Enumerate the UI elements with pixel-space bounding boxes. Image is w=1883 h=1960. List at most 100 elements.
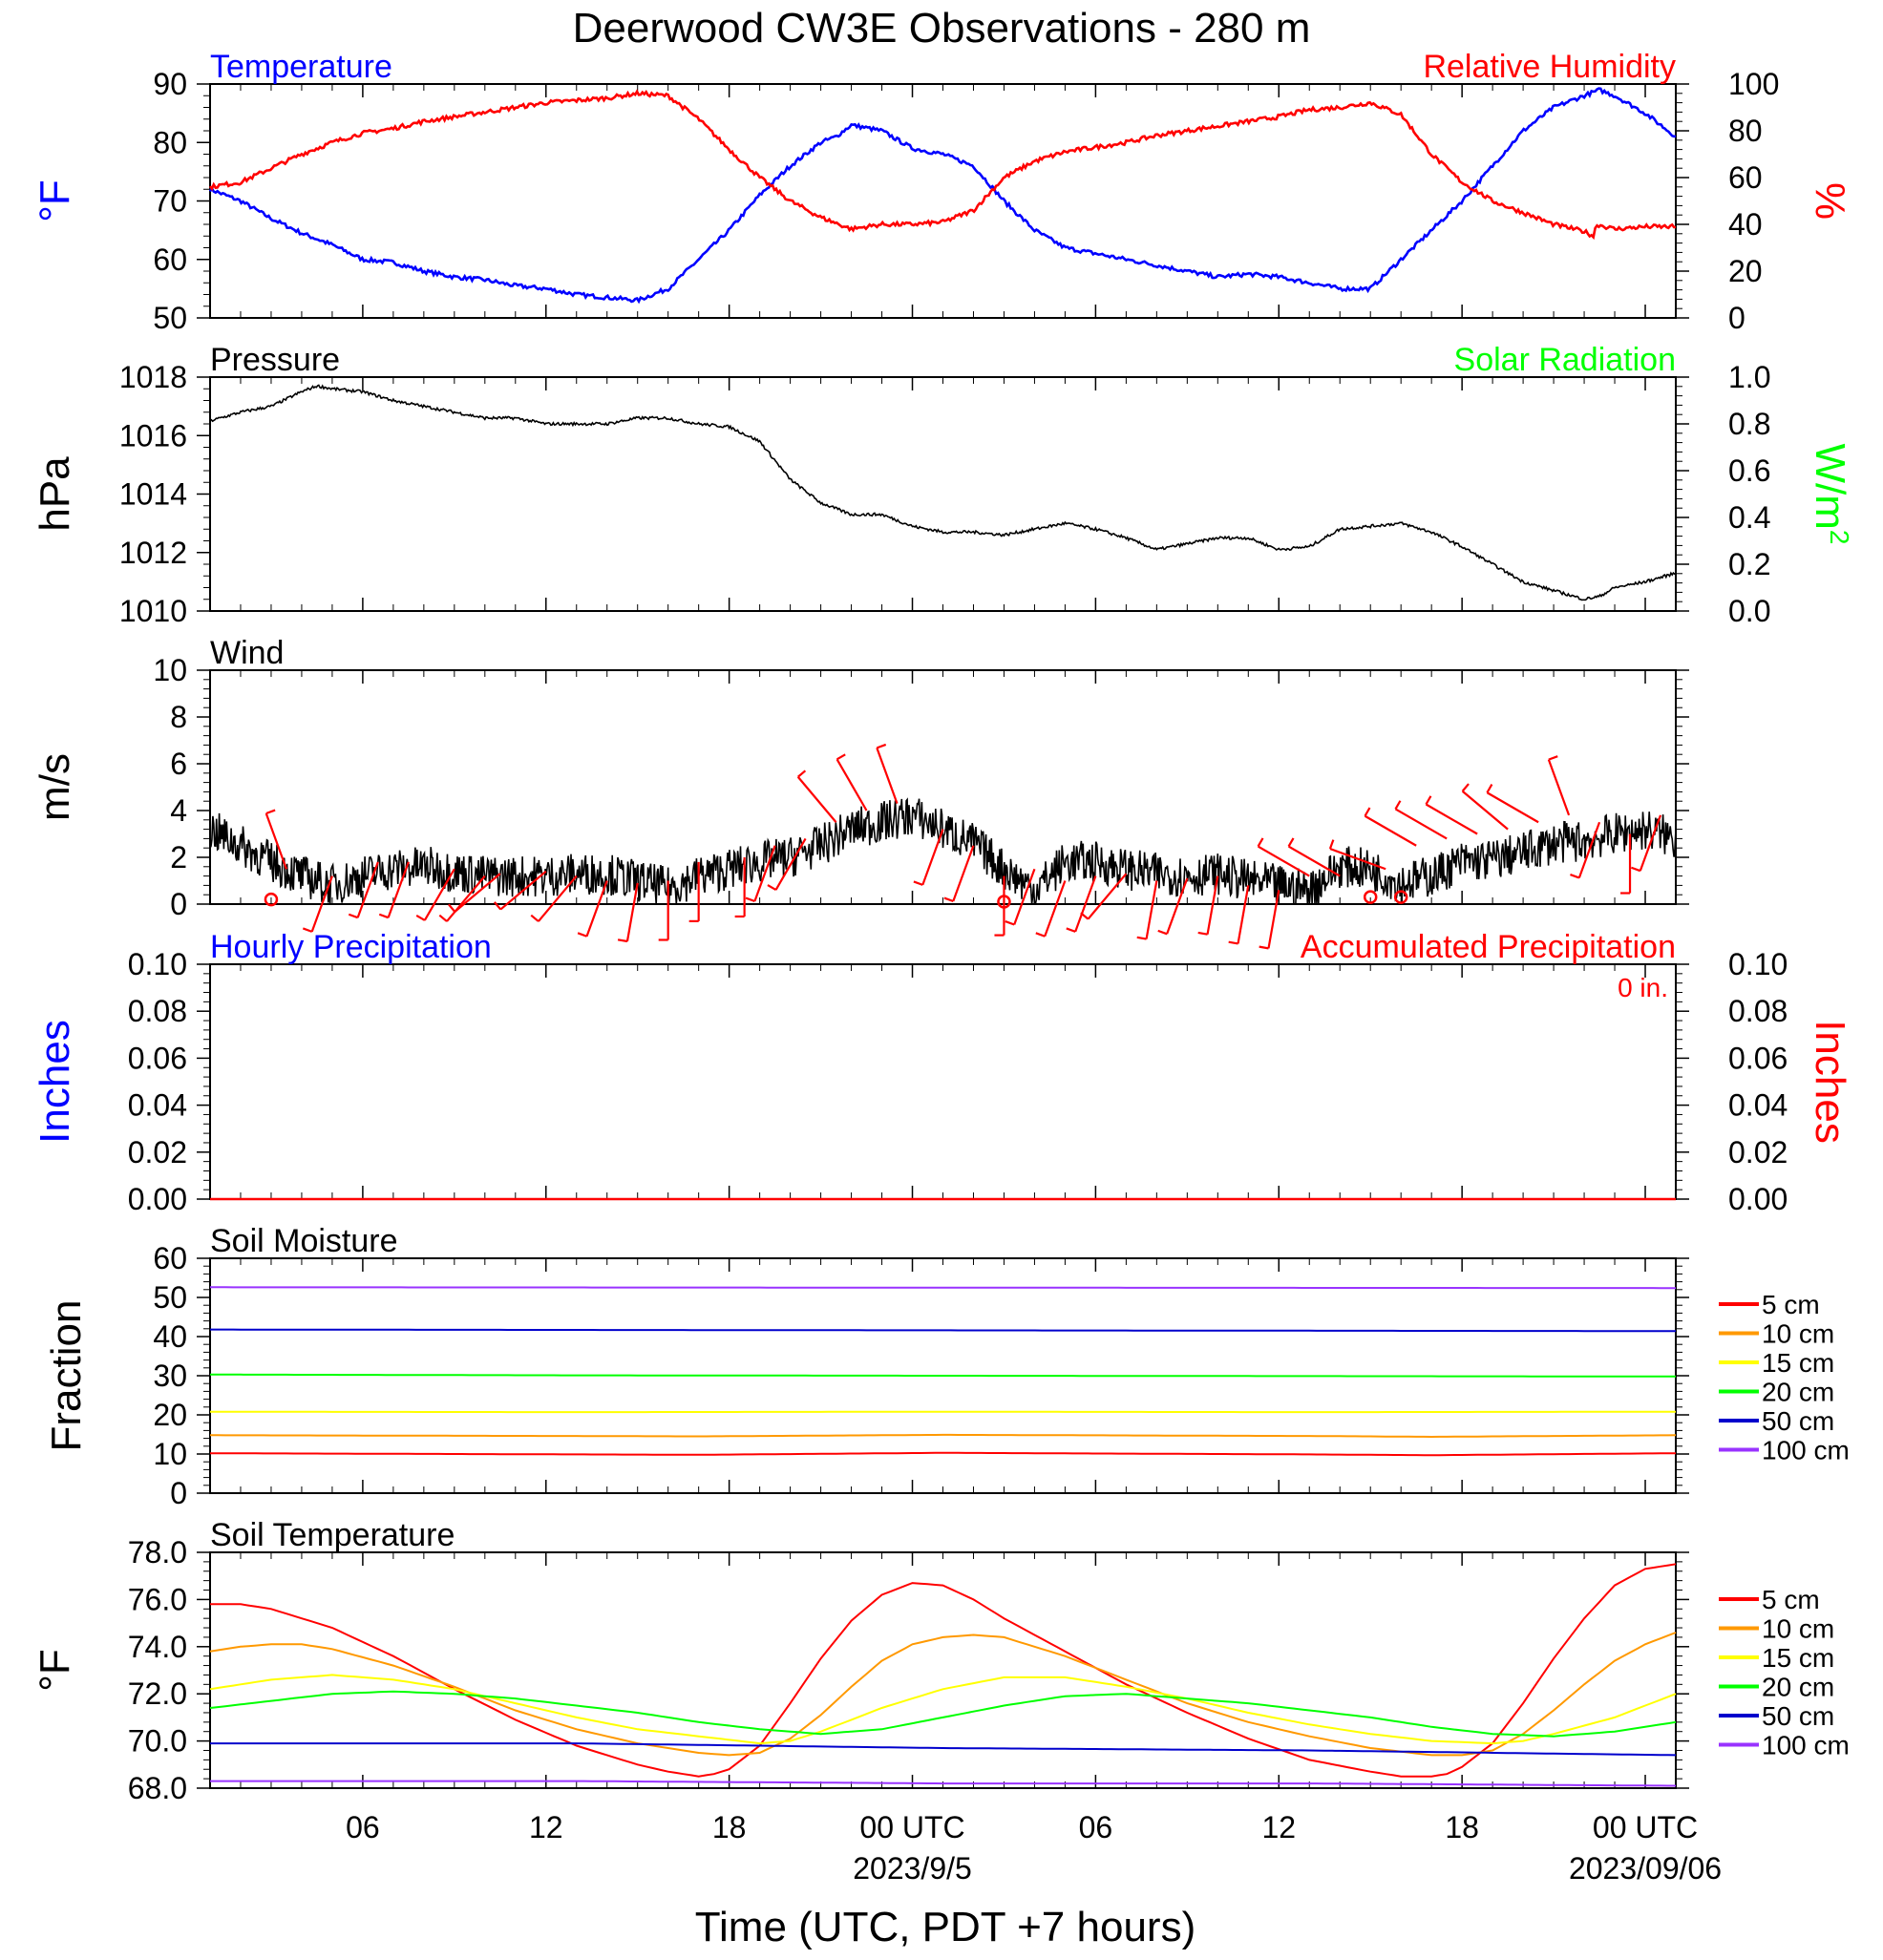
legend-label: 5 cm: [1762, 1290, 1820, 1319]
wind-barb-flag: [1228, 940, 1238, 945]
wind-barb-flag: [1548, 755, 1558, 761]
y-tick-label: 0.10: [128, 947, 187, 981]
legend-label: 5 cm: [1762, 1585, 1820, 1614]
wind-barb-flag: [1631, 866, 1641, 873]
wind-barb-flag: [1035, 932, 1046, 938]
wind-barb: [1287, 845, 1341, 877]
y-tick-label: 0.00: [128, 1182, 187, 1216]
wind-barb-flag: [1364, 807, 1371, 817]
legend-label: 50 cm: [1762, 1701, 1834, 1731]
series-line-temperature: [208, 87, 1677, 305]
wind-barb: [1206, 875, 1219, 935]
y-tick-label: 1012: [119, 536, 187, 570]
wind-barb: [1074, 875, 1097, 933]
y-right-tick-label: 80: [1728, 114, 1763, 148]
wind-barb-flag: [1005, 920, 1015, 926]
wind-barb: [446, 875, 486, 922]
calm-marker: [1393, 890, 1408, 904]
panel-title-left: Wind: [210, 635, 284, 671]
wind-barb-flag: [302, 927, 313, 933]
wind-barb-flag: [577, 932, 587, 938]
wind-barb-flag: [745, 896, 755, 903]
wind-barb-flag: [876, 743, 887, 749]
wind-barb: [1166, 877, 1189, 935]
panel-title-right: Relative Humidity: [1423, 49, 1676, 85]
x-tick-label: 06: [1079, 1810, 1113, 1844]
y-tick-label: 10: [153, 1437, 187, 1471]
y-right-tick-label: 0: [1728, 301, 1745, 335]
y-tick-label: 76.0: [128, 1582, 187, 1616]
wind-barb: [796, 776, 837, 823]
figure-title: Deerwood CW3E Observations - 280 m: [573, 5, 1311, 52]
calm-marker: [264, 892, 279, 907]
wind-barb-flag: [913, 880, 923, 886]
y-tick-label: 68.0: [128, 1771, 187, 1805]
wind-barb-flag: [448, 903, 456, 913]
wind-barb-flag: [1136, 936, 1147, 940]
y-right-tick-label: 1.0: [1728, 360, 1770, 394]
y-tick-label: 1014: [119, 477, 187, 512]
series-line-50-cm: [210, 1742, 1677, 1757]
y-right-tick-label: 0.00: [1728, 1182, 1788, 1216]
wind-barb-flag: [265, 809, 276, 815]
wind-barb: [387, 861, 410, 918]
wind-barb: [1044, 880, 1067, 938]
wind-barb-flag: [797, 769, 807, 778]
wind-barb-flag: [1461, 783, 1470, 792]
x-tick-label: 12: [529, 1810, 563, 1844]
wind-barb: [1237, 885, 1250, 944]
y-right-tick-label: 0.08: [1728, 994, 1788, 1028]
series-line-5-cm: [210, 1563, 1677, 1778]
y-tick-label: 0: [170, 1476, 187, 1510]
x-tick-labels: 06 12 18 00 UTC 06 12 18 00 UTC 2023/9/5 2023/09/…: [346, 1810, 1722, 1886]
y-right-tick-label: 0.04: [1728, 1088, 1788, 1123]
y-right-tick-label: 0.8: [1728, 407, 1770, 441]
wind-barb-flag: [494, 901, 502, 911]
series-line-20-cm: [209, 1690, 1677, 1738]
calm-marker: [1363, 890, 1378, 904]
y-right-tick-label: 20: [1728, 254, 1763, 288]
y-tick-label: 78.0: [128, 1535, 187, 1570]
wind-barb-flag: [348, 913, 359, 919]
legend-label: 10 cm: [1762, 1319, 1834, 1349]
wind-barb: [538, 875, 578, 922]
series-line-5-cm: [210, 1451, 1676, 1457]
y-tick-label: 60: [153, 242, 187, 277]
y-tick-label: 4: [170, 793, 187, 828]
series-line-10-cm: [209, 1632, 1677, 1757]
y-right-tick-label: 100: [1728, 67, 1779, 101]
wind-barb: [1364, 814, 1417, 847]
panel-title-left: Soil Temperature: [210, 1517, 455, 1553]
panel-title-left: Soil Moisture: [210, 1223, 398, 1259]
plot-frame: [209, 376, 1677, 612]
legend-label: 100 cm: [1762, 1436, 1850, 1465]
panel-title-right: Accumulated Precipitation: [1301, 929, 1676, 965]
wind-barb-flag: [1287, 837, 1295, 848]
wind-barb-flag: [1570, 874, 1580, 879]
precip-annotation: 0 in.: [1618, 973, 1668, 1002]
wind-barb-flag: [1486, 784, 1493, 793]
wind-barb: [310, 875, 333, 933]
y-axis-label-right: %: [1807, 182, 1853, 220]
y-tick-label: 0: [170, 887, 187, 921]
wind-barb: [952, 845, 975, 902]
y-tick-label: 20: [153, 1398, 187, 1432]
y-tick-label: 0.08: [128, 994, 187, 1028]
series-line-wind: [209, 797, 1677, 905]
wind-barb-flag: [836, 753, 846, 761]
y-tick-label: 70: [153, 184, 187, 219]
wind-barb-flag: [378, 913, 390, 919]
y-tick-label: 30: [153, 1359, 187, 1393]
wind-barb-flag: [1328, 839, 1335, 850]
wind-barb-flag: [1197, 931, 1208, 936]
y-right-tick-label: 60: [1728, 160, 1763, 195]
wind-barb: [1329, 848, 1386, 871]
x-tick-label: 18: [712, 1810, 747, 1844]
y-tick-label: 10: [153, 653, 187, 687]
y-tick-label: 60: [153, 1241, 187, 1275]
legend-label: 15 cm: [1762, 1643, 1834, 1673]
y-right-tick-label: 0.2: [1728, 547, 1770, 581]
wind-barb: [1258, 845, 1310, 877]
